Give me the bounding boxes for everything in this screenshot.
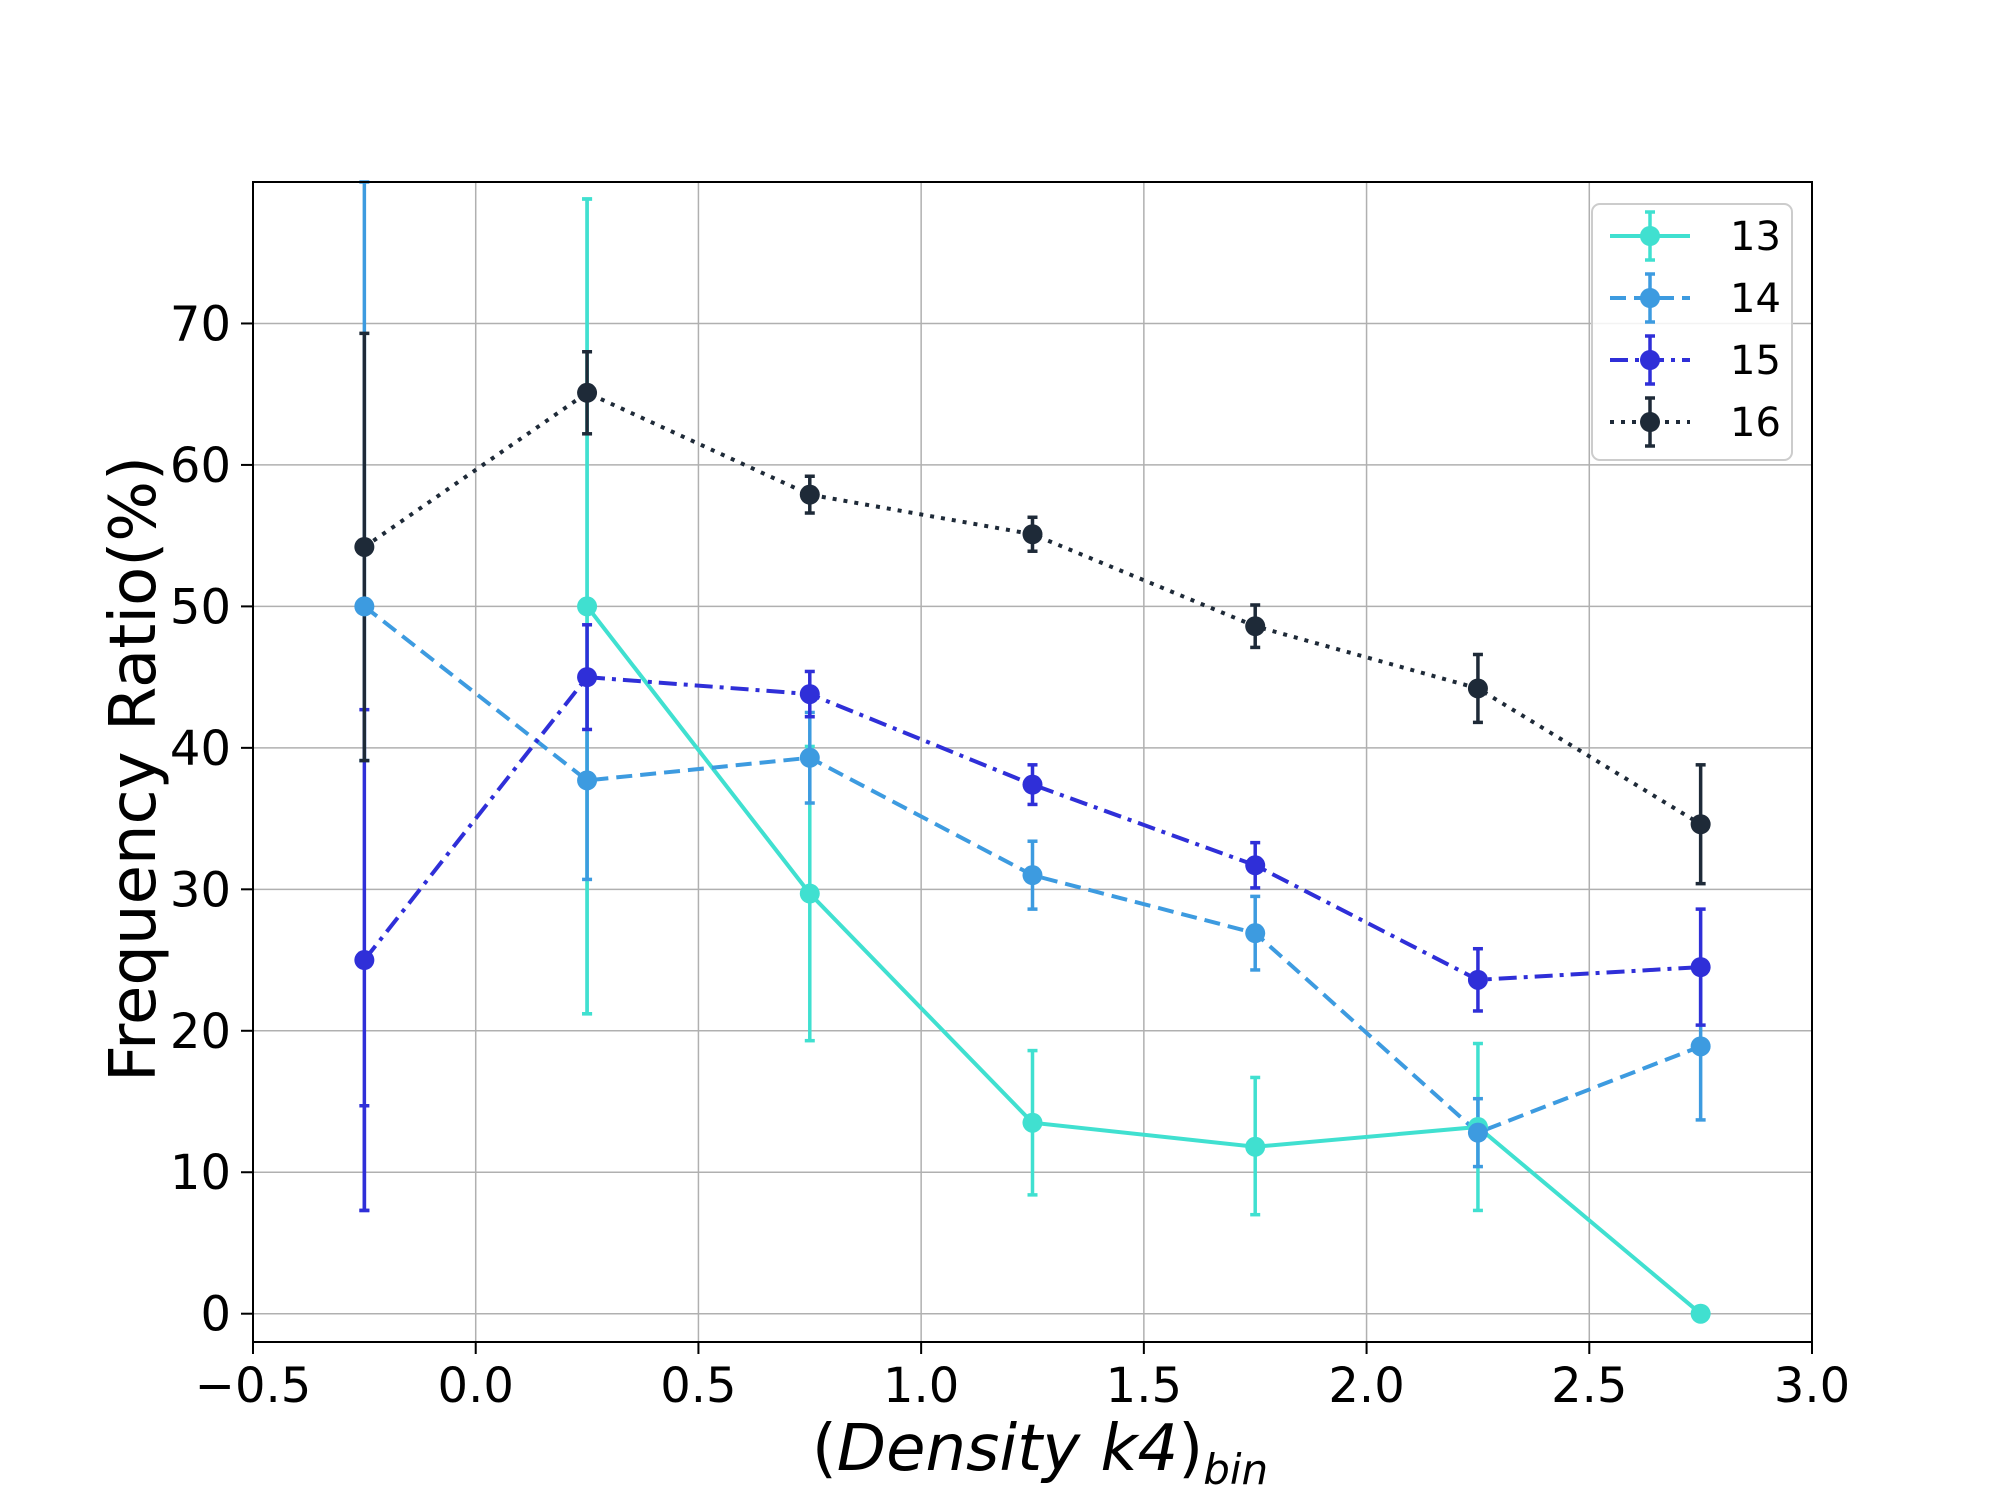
x-tick-label: 2.0 bbox=[1328, 1358, 1404, 1414]
data-point-series-14 bbox=[1690, 1036, 1711, 1057]
y-axis-label: Frequency Ratio(%) bbox=[97, 456, 171, 1082]
x-tick-label: 1.5 bbox=[1106, 1358, 1182, 1414]
data-point-series-15 bbox=[799, 684, 820, 705]
data-point-series-14 bbox=[799, 747, 820, 768]
x-tick-label: 1.0 bbox=[883, 1358, 959, 1414]
y-tick-label: 40 bbox=[170, 721, 231, 777]
legend-marker-14 bbox=[1640, 288, 1660, 308]
data-point-series-13 bbox=[799, 883, 820, 904]
y-tick-label: 0 bbox=[200, 1287, 231, 1343]
data-point-series-15 bbox=[577, 667, 598, 688]
error-bars bbox=[359, 180, 1706, 1217]
data-point-series-13 bbox=[1690, 1303, 1711, 1324]
y-tick-label: 70 bbox=[170, 296, 231, 352]
y-tick-label: 20 bbox=[170, 1004, 231, 1060]
data-point-series-16 bbox=[577, 382, 598, 403]
data-point-series-16 bbox=[354, 536, 375, 557]
data-point-series-15 bbox=[1690, 957, 1711, 978]
x-tick-label: 2.5 bbox=[1551, 1358, 1627, 1414]
data-point-series-16 bbox=[1022, 524, 1043, 545]
data-point-series-16 bbox=[1245, 616, 1266, 637]
data-point-series-15 bbox=[1022, 774, 1043, 795]
x-axis-ticks: −0.5 0.0 0.5 1.0 1.5 2.0 2.5 3.0 bbox=[195, 1342, 1850, 1414]
data-point-series-14 bbox=[1022, 865, 1043, 886]
data-point-series-14 bbox=[1467, 1122, 1488, 1143]
legend-label-16: 16 bbox=[1730, 400, 1781, 446]
series-points bbox=[354, 382, 1711, 1324]
legend-label-13: 13 bbox=[1730, 214, 1781, 260]
data-point-series-16 bbox=[1690, 814, 1711, 835]
data-point-series-14 bbox=[1245, 923, 1266, 944]
legend: 13 14 15 16 bbox=[1591, 203, 1793, 461]
legend-box bbox=[1591, 203, 1793, 461]
data-point-series-13 bbox=[577, 596, 598, 617]
y-tick-label: 10 bbox=[170, 1145, 231, 1201]
data-point-series-16 bbox=[1467, 678, 1488, 699]
legend-marker-16 bbox=[1640, 412, 1660, 432]
x-axis-label-main: Density k4 bbox=[837, 1412, 1178, 1486]
x-axis-label-subscript: bin bbox=[1203, 1445, 1268, 1494]
data-point-series-15 bbox=[1245, 855, 1266, 876]
legend-marker-15 bbox=[1640, 350, 1660, 370]
series-line-13 bbox=[585, 605, 1702, 1316]
data-point-series-15 bbox=[1467, 969, 1488, 990]
x-tick-label: 0.5 bbox=[660, 1358, 736, 1414]
y-axis-ticks: 0 10 20 30 40 50 60 70 bbox=[170, 296, 253, 1343]
y-tick-label: 30 bbox=[170, 862, 231, 918]
plot-frame bbox=[252, 181, 1813, 1343]
data-point-series-13 bbox=[1245, 1136, 1266, 1157]
data-point-series-15 bbox=[354, 950, 375, 971]
legend-label-15: 15 bbox=[1730, 338, 1781, 384]
data-point-series-14 bbox=[354, 596, 375, 617]
legend-marker-13 bbox=[1640, 226, 1660, 246]
y-tick-label: 50 bbox=[170, 579, 231, 635]
x-tick-label: 3.0 bbox=[1774, 1358, 1850, 1414]
x-tick-label: −0.5 bbox=[195, 1358, 312, 1414]
legend-label-14: 14 bbox=[1730, 276, 1781, 322]
y-tick-label: 60 bbox=[170, 438, 231, 494]
data-point-series-16 bbox=[799, 484, 820, 505]
x-axis-label: (Density k4)bin bbox=[812, 1412, 1268, 1494]
x-tick-label: 0.0 bbox=[438, 1358, 514, 1414]
data-point-series-13 bbox=[1022, 1112, 1043, 1133]
data-point-series-14 bbox=[577, 770, 598, 791]
